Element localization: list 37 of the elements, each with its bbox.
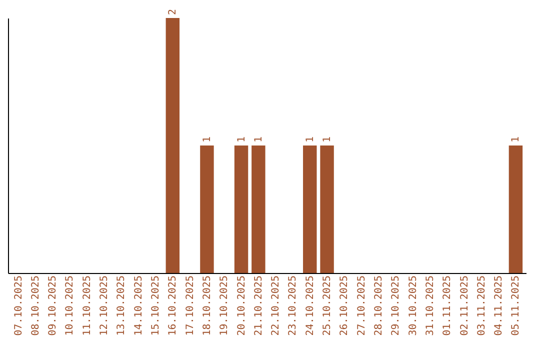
data-label: 2 xyxy=(168,8,179,15)
x-tick-label: 27.10.2025 xyxy=(356,276,368,336)
x-tick-label: 02.11.2025 xyxy=(459,276,470,336)
x-tick-label: 18.10.2025 xyxy=(202,276,213,336)
x-tick-label: 12.10.2025 xyxy=(99,276,110,336)
x-tick-label: 30.10.2025 xyxy=(408,276,419,336)
x-tick-label: 26.10.2025 xyxy=(339,276,350,336)
x-tick-label: 31.10.2025 xyxy=(424,276,436,336)
x-tick-label: 09.10.2025 xyxy=(48,276,59,336)
x-tick-label: 25.10.2025 xyxy=(322,276,334,336)
x-tick-label: 24.10.2025 xyxy=(304,276,316,336)
x-tick-label: 08.10.2025 xyxy=(30,276,42,336)
x-tick-label: 05.11.2025 xyxy=(510,276,522,336)
x-tick-label: 23.10.2025 xyxy=(288,276,299,336)
x-tick-label: 01.11.2025 xyxy=(442,276,454,336)
x-tick-label: 14.10.2025 xyxy=(133,276,144,336)
x-tick-label: 11.10.2025 xyxy=(82,276,93,336)
x-tick-label: 04.11.2025 xyxy=(494,276,505,336)
x-tick-label: 17.10.2025 xyxy=(184,276,196,336)
x-tick-label: 28.10.2025 xyxy=(373,276,384,336)
x-tick-label: 15.10.2025 xyxy=(150,276,162,336)
x-tick-label: 22.10.2025 xyxy=(270,276,282,336)
data-label: 1 xyxy=(202,136,213,142)
x-tick-label: 03.11.2025 xyxy=(476,276,488,336)
x-tick-label: 10.10.2025 xyxy=(64,276,76,336)
data-label: 1 xyxy=(510,136,522,142)
data-label: 1 xyxy=(322,136,334,142)
x-tick-label: 29.10.2025 xyxy=(390,276,402,336)
x-tick-label: 20.10.2025 xyxy=(236,276,248,336)
data-label: 1 xyxy=(253,136,264,142)
x-tick-label: 21.10.2025 xyxy=(253,276,264,336)
x-tick-label: 19.10.2025 xyxy=(219,276,230,336)
x-tick-label: 07.10.2025 xyxy=(13,276,24,336)
x-tick-label: 16.10.2025 xyxy=(168,276,179,336)
x-tick-label: 13.10.2025 xyxy=(116,276,128,336)
data-label: 1 xyxy=(304,136,316,142)
data-label: 1 xyxy=(236,136,248,142)
